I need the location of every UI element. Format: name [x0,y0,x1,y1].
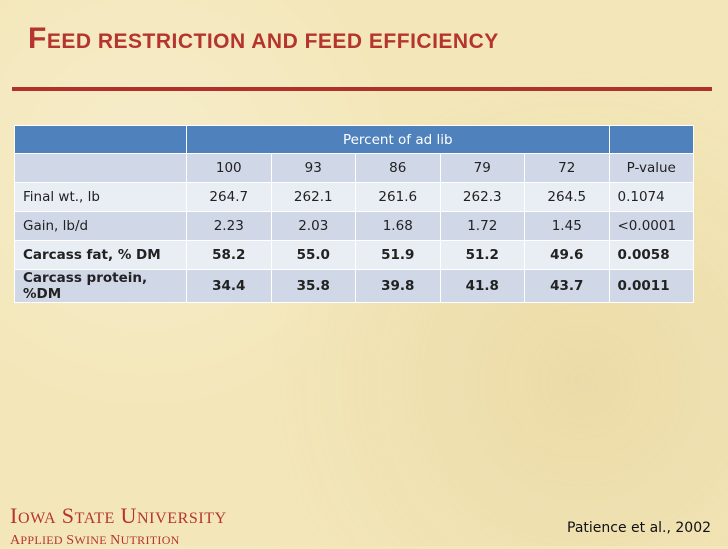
slide-title-initial: F [28,22,47,55]
column-header: 86 [355,153,441,183]
p-value-cell: <0.0001 [608,211,694,241]
table-cell: 1.45 [524,211,610,241]
citation: Patience et al., 2002 [567,520,712,536]
row-label: Gain, lb/d [14,211,187,241]
table-cell: 261.6 [355,182,441,212]
table-cell: 1.72 [439,211,525,241]
slide-title-rest: EED RESTRICTION AND FEED EFFICIENCY [46,30,499,53]
table-cell: 34.4 [186,269,272,303]
data-table-container: Percent of ad lib 100 93 86 79 72 P-valu… [14,125,694,303]
p-value-cell: 0.0011 [608,269,694,303]
table-column-header-row: 100 93 86 79 72 P-value [14,153,694,183]
table-cell: 35.8 [270,269,356,303]
table-cell: 39.8 [355,269,441,303]
table-cell: 264.7 [186,182,272,212]
header-empty-cell [608,125,694,154]
table-cell: 262.3 [439,182,525,212]
title-divider [12,87,712,91]
row-label: Final wt., lb [14,182,187,212]
row-label: Carcass protein, %DM [14,269,187,303]
p-value-cell: 0.1074 [608,182,694,212]
column-header-p-value: P-value [608,153,694,183]
table-cell: 49.6 [524,240,610,270]
table-group-header-row: Percent of ad lib [14,125,694,154]
table-cell: 58.2 [186,240,272,270]
column-header: 79 [439,153,525,183]
table-row: Gain, lb/d 2.23 2.03 1.68 1.72 1.45 <0.0… [14,211,694,241]
table-row: Final wt., lb 264.7 262.1 261.6 262.3 26… [14,182,694,212]
table-cell: 264.5 [524,182,610,212]
row-label: Carcass fat, % DM [14,240,187,270]
table-cell: 41.8 [439,269,525,303]
table-cell: 43.7 [524,269,610,303]
column-header: 72 [524,153,610,183]
table-cell: 2.03 [270,211,356,241]
table-cell: 51.9 [355,240,441,270]
p-value-cell: 0.0058 [608,240,694,270]
table-row: Carcass fat, % DM 58.2 55.0 51.9 51.2 49… [14,240,694,270]
table-cell: 1.68 [355,211,441,241]
table-cell: 262.1 [270,182,356,212]
program-name: APPLIED SWINE NUTRITION [10,533,180,548]
column-header-empty [14,153,187,183]
column-header: 100 [186,153,272,183]
university-logo-text: IOWA STATE UNIVERSITY APPLIED SWINE NUTR… [10,505,227,549]
slide-title: FEED RESTRICTION AND FEED EFFICIENCY [28,22,499,56]
table-cell: 2.23 [186,211,272,241]
feed-restriction-table: Percent of ad lib 100 93 86 79 72 P-valu… [14,125,694,303]
table-cell: 55.0 [270,240,356,270]
table-cell: 51.2 [439,240,525,270]
university-name: IOWA STATE UNIVERSITY [10,503,227,528]
table-row: Carcass protein, %DM 34.4 35.8 39.8 41.8… [14,269,694,303]
header-empty-cell [14,125,187,154]
group-header-cell: Percent of ad lib [186,125,610,154]
column-header: 93 [270,153,356,183]
